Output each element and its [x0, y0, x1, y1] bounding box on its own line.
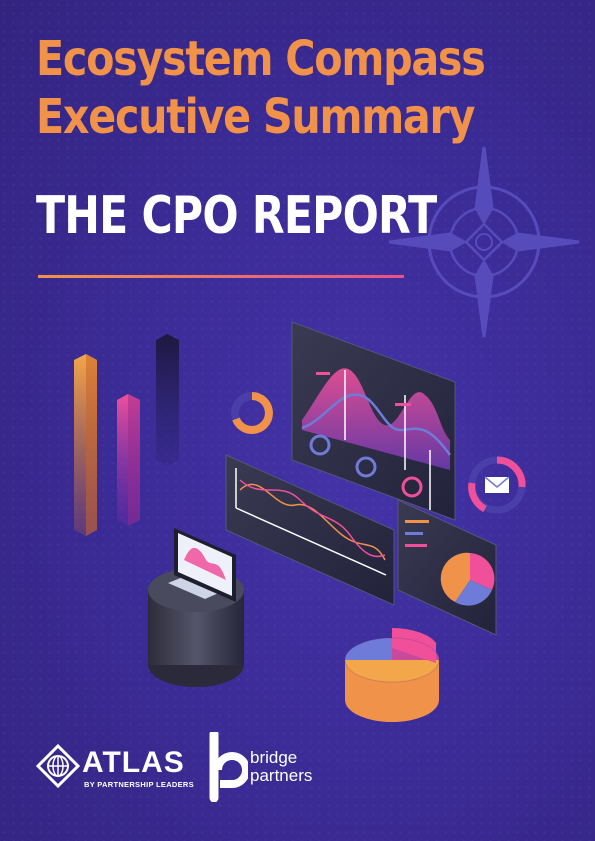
- title-line-2: Executive Summary: [36, 89, 475, 145]
- bridge-partners-logo-icon: [209, 732, 248, 802]
- title-divider: [38, 275, 404, 278]
- bridge-partners-wordmark: bridge partners: [250, 749, 312, 785]
- atlas-logo-icon: [36, 744, 80, 788]
- computer-desk: [148, 528, 244, 687]
- bridge-word: bridge: [250, 748, 298, 767]
- line-chart-panel: [225, 454, 395, 606]
- bar-column-pink: [117, 394, 140, 526]
- report-title: Ecosystem Compass Executive Summary: [36, 30, 486, 146]
- atlas-logo: ATLAS BY PARTNERSHIP LEADERS: [36, 740, 194, 794]
- atlas-tagline: BY PARTNERSHIP LEADERS: [84, 780, 194, 789]
- title-line-1: Ecosystem Compass: [36, 31, 486, 87]
- bar-column-dark: [156, 334, 179, 466]
- bar-column-orange: [74, 354, 97, 536]
- area-chart-panel: [291, 321, 456, 521]
- pie-chart-panel: [397, 499, 497, 636]
- atlas-wordmark: ATLAS: [82, 746, 185, 779]
- bridge-partners-logo: bridge partners: [208, 732, 338, 802]
- partners-word: partners: [250, 766, 313, 785]
- report-subtitle: THE CPO REPORT: [36, 186, 437, 246]
- cylinder-pie-chart: [344, 628, 440, 722]
